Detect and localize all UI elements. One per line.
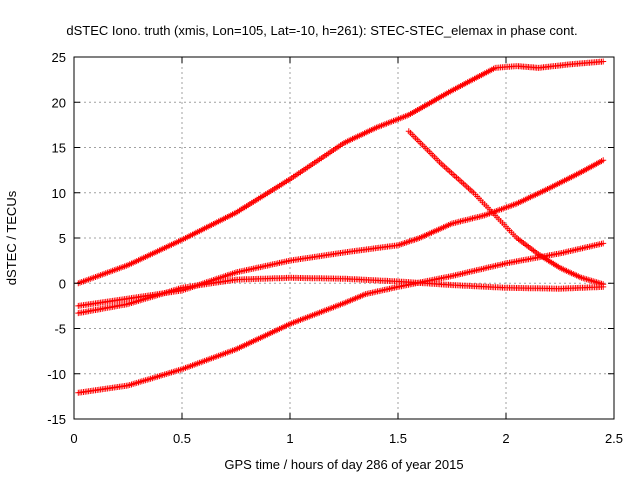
x-tick-label: 2 [502,431,509,446]
y-axis-label: dSTEC / TECUs [4,190,19,285]
chart-title: dSTEC Iono. truth (xmis, Lon=105, Lat=-1… [66,23,577,38]
x-tick-label: 0.5 [173,431,191,446]
grid [74,57,614,419]
y-tick-label: -10 [47,367,66,382]
y-tick-label: 25 [52,50,66,65]
x-axis-label: GPS time / hours of day 286 of year 2015 [224,457,463,472]
y-tick-label: 0 [59,276,66,291]
y-tick-label: -15 [47,412,66,427]
series-markers [405,128,607,288]
x-tick-label: 1 [286,431,293,446]
y-tick-label: 20 [52,95,66,110]
x-tick-label: 0 [70,431,77,446]
series-5 [405,128,607,288]
series-3 [75,274,607,317]
series-4 [75,240,607,396]
y-tick-label: 15 [52,141,66,156]
y-tick-label: 5 [59,231,66,246]
x-tick-label: 2.5 [605,431,623,446]
x-tick-label: 1.5 [389,431,407,446]
x-axis: 0 0.5 1 1.5 2 2.5 [70,57,623,446]
series-markers [75,240,607,396]
y-tick-label: 10 [52,186,66,201]
data-points [75,58,607,396]
y-tick-label: -5 [54,322,66,337]
y-axis: -15 -10 -5 0 5 10 15 20 25 [47,50,614,427]
series-markers [75,274,607,317]
